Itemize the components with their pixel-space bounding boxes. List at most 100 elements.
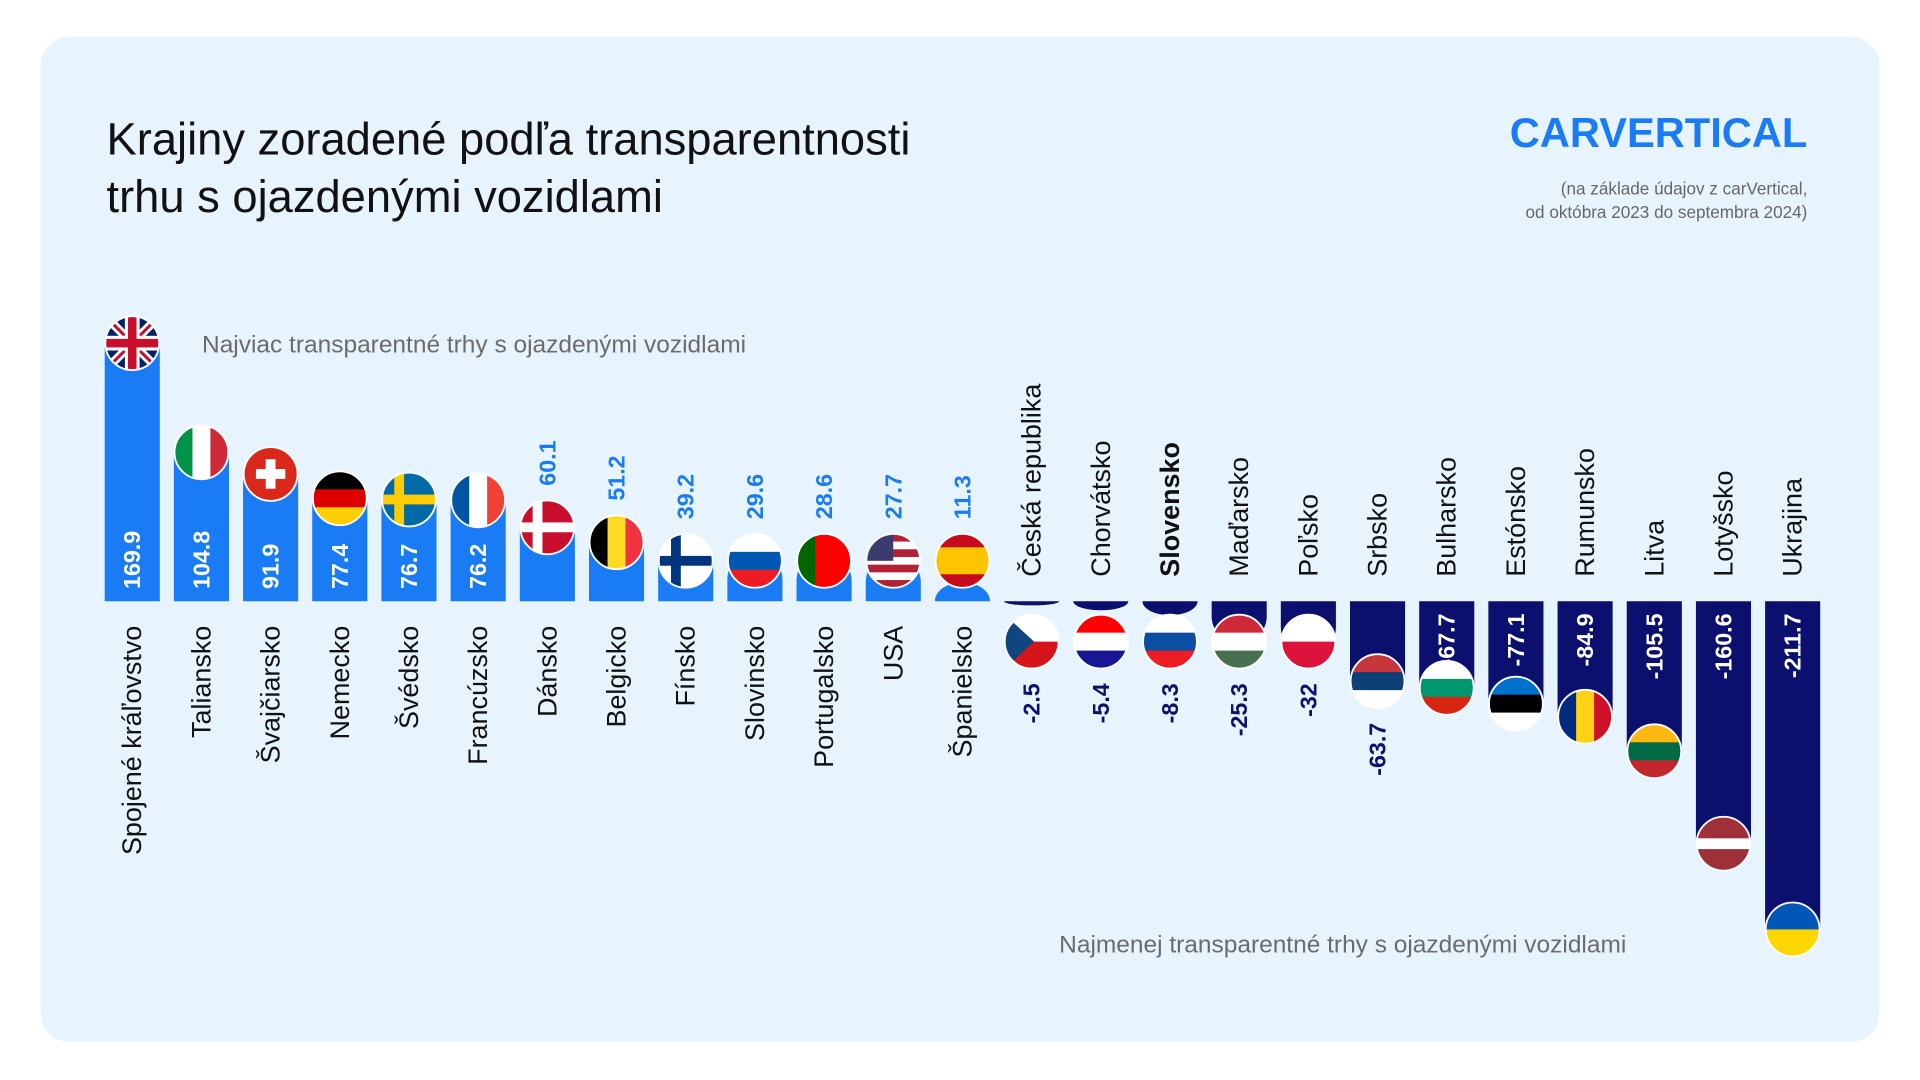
chart-title: Krajiny zoradené podľa transparentnosti xyxy=(107,113,911,164)
bar xyxy=(934,582,990,602)
bar xyxy=(1142,601,1198,616)
flag-part xyxy=(451,473,470,528)
logo: CARVERTICAL xyxy=(1510,109,1808,156)
category-label: Srbsko xyxy=(1363,493,1393,577)
flag-border xyxy=(381,471,437,528)
flag-border xyxy=(104,315,161,372)
flag-border xyxy=(796,532,852,589)
value-label: 104.8 xyxy=(188,531,214,589)
category-label: Ukrajina xyxy=(1778,478,1808,577)
flag-part xyxy=(727,551,782,571)
category-label: Švédsko xyxy=(393,626,424,729)
flag-part xyxy=(727,533,782,553)
value-label: 27.7 xyxy=(880,474,906,519)
category-label: Litva xyxy=(1639,520,1669,577)
value-label: 76.7 xyxy=(396,544,422,589)
flag-border xyxy=(311,470,368,527)
flag-border xyxy=(1764,901,1821,958)
category-label: Portugalsko xyxy=(809,626,839,768)
flag xyxy=(658,533,713,588)
category-label: Francúzsko xyxy=(463,626,493,765)
category-label: Fínsko xyxy=(671,626,701,707)
flag-part xyxy=(866,572,921,581)
value-label: -211.7 xyxy=(1780,613,1806,678)
category-label: USA xyxy=(878,626,908,681)
value-label: 29.6 xyxy=(742,474,768,519)
flag-part xyxy=(1350,654,1405,673)
value-label: -25.3 xyxy=(1226,683,1252,736)
category-label: Slovinsko xyxy=(740,626,770,741)
value-label: -8.3 xyxy=(1157,683,1183,723)
bar xyxy=(1073,601,1129,611)
flag-part xyxy=(520,522,575,533)
value-label: -63.7 xyxy=(1365,723,1391,776)
flag-part xyxy=(255,469,286,479)
value-label: 77.4 xyxy=(327,544,353,589)
value-label: 28.6 xyxy=(811,474,837,519)
flag-part xyxy=(1419,678,1474,698)
flag xyxy=(243,447,298,501)
flag-part xyxy=(589,515,609,570)
flag-part xyxy=(1627,742,1682,761)
category-label: Chorvátsko xyxy=(1086,441,1116,577)
flag-border xyxy=(865,532,922,589)
flag-part xyxy=(1488,694,1543,714)
flag-border xyxy=(1003,613,1060,670)
value-label: 91.9 xyxy=(258,544,284,589)
category-label: Španielsko xyxy=(946,626,977,758)
value-label: 60.1 xyxy=(534,440,560,485)
flag-part xyxy=(1696,816,1751,829)
flag-part xyxy=(1696,838,1751,850)
bar xyxy=(1004,601,1060,606)
value-label: 51.2 xyxy=(604,455,630,500)
source: (na základe údajov z carVertical, xyxy=(1561,179,1808,199)
flag xyxy=(1696,816,1751,871)
flag-part xyxy=(1212,614,1267,634)
value-label: -5.4 xyxy=(1088,683,1114,723)
flag-part xyxy=(1004,614,1035,669)
flag xyxy=(520,500,575,555)
category-label: Spojené kráľovstvo xyxy=(117,626,147,855)
flag-part xyxy=(1143,614,1197,634)
value-label: -77.1 xyxy=(1503,613,1529,666)
flag-part xyxy=(469,473,488,528)
flag-part xyxy=(1419,660,1474,680)
flag-border xyxy=(1142,613,1198,670)
flag-part xyxy=(1696,859,1751,871)
flag-part xyxy=(658,555,713,566)
value-label: 76.2 xyxy=(465,544,491,589)
flag-border xyxy=(519,499,576,556)
category-label: Maďarsko xyxy=(1224,457,1254,577)
category-label: Dánsko xyxy=(532,626,562,717)
value-label: -67.7 xyxy=(1434,613,1460,666)
flag-border xyxy=(1349,653,1406,710)
category-label: Česká republika xyxy=(1016,384,1047,577)
chart-title: trhu s ojazdenými vozidlami xyxy=(107,171,663,222)
source: od októbra 2023 do septembra 2024) xyxy=(1526,202,1808,222)
flag-border xyxy=(1280,613,1337,670)
category-label: Taliansko xyxy=(186,626,216,738)
flag-part xyxy=(192,425,212,480)
value-label: 11.3 xyxy=(949,475,975,519)
flag-border xyxy=(173,424,230,481)
flag-border xyxy=(1072,613,1129,670)
flag-part xyxy=(312,471,367,490)
flag-border xyxy=(242,446,299,502)
category-label: Nemecko xyxy=(325,626,355,740)
flag-part xyxy=(866,564,921,573)
flag-border xyxy=(450,472,507,529)
bar xyxy=(1765,601,1821,957)
flag-border xyxy=(1626,723,1683,780)
value-label: 39.2 xyxy=(673,474,699,519)
flag-part xyxy=(1073,632,1128,652)
flag xyxy=(382,472,436,527)
flag-part xyxy=(1212,632,1267,652)
flag-part xyxy=(935,547,990,562)
flag-part xyxy=(1696,849,1751,861)
flag-part xyxy=(866,556,921,566)
flag-part xyxy=(1350,672,1405,691)
flag-part xyxy=(312,489,367,508)
flag-part xyxy=(1488,676,1543,696)
category-label: Švajčiarsko xyxy=(255,626,286,764)
flag-part xyxy=(1558,689,1577,744)
